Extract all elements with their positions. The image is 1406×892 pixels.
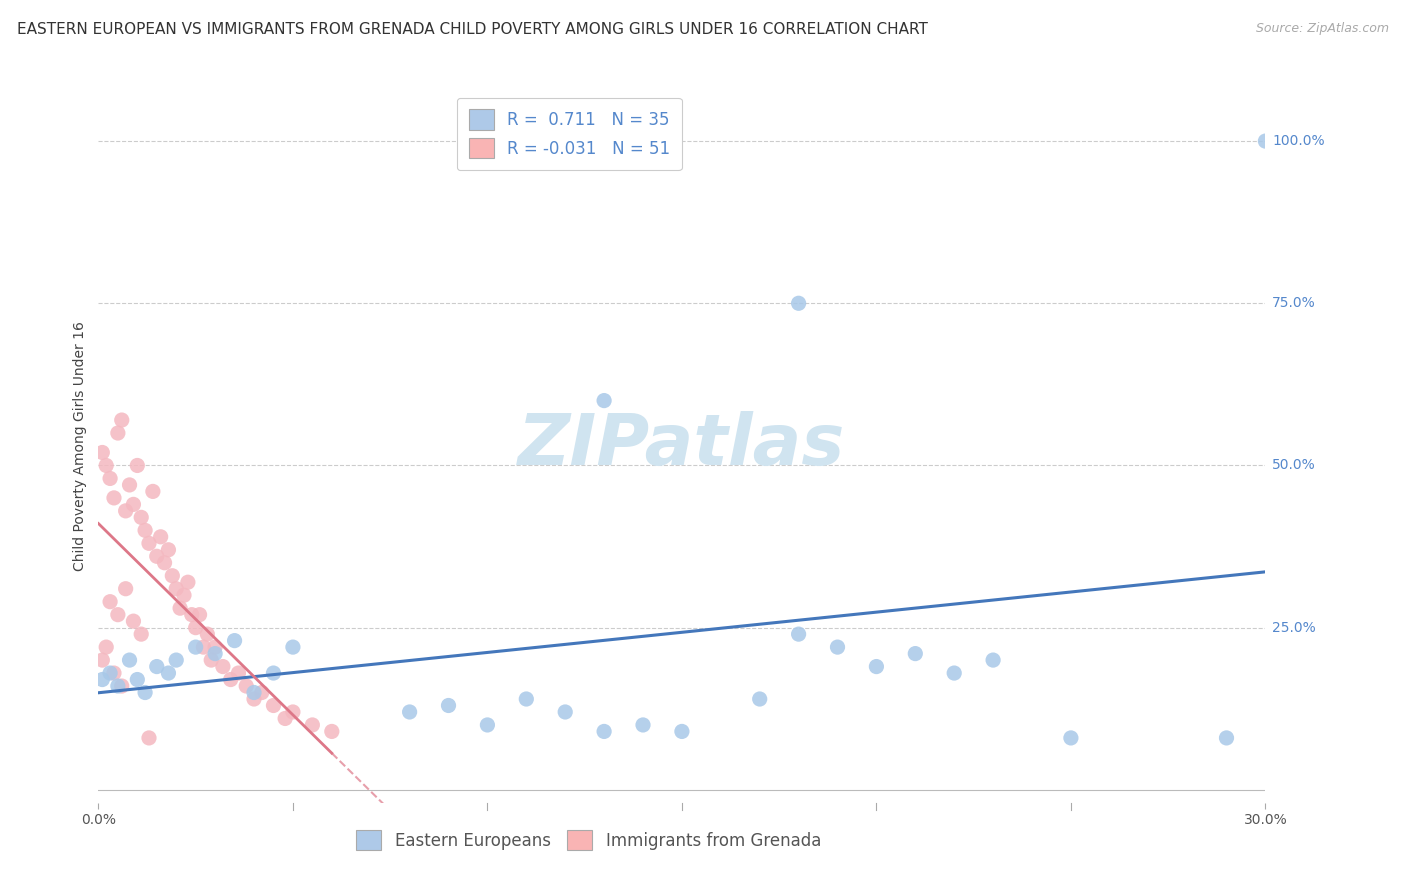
Point <box>224 633 246 648</box>
Point <box>787 627 810 641</box>
Point <box>173 588 195 602</box>
Point <box>554 705 576 719</box>
Point <box>111 413 134 427</box>
Point <box>184 621 207 635</box>
Point <box>114 582 136 596</box>
Text: ZIPatlas: ZIPatlas <box>519 411 845 481</box>
Point <box>98 666 121 681</box>
Point <box>787 296 810 310</box>
Point <box>157 542 180 557</box>
Point <box>98 595 121 609</box>
Point <box>107 679 129 693</box>
Text: 25.0%: 25.0% <box>1272 621 1316 634</box>
Point <box>129 510 152 524</box>
Point <box>165 653 187 667</box>
Point <box>91 653 114 667</box>
Point <box>219 673 242 687</box>
Text: 75.0%: 75.0% <box>1272 296 1316 310</box>
Point <box>262 698 284 713</box>
Point <box>114 504 136 518</box>
Point <box>111 679 134 693</box>
Point <box>321 724 343 739</box>
Point <box>281 705 304 719</box>
Point <box>134 685 156 699</box>
Point <box>200 653 222 667</box>
Point <box>631 718 654 732</box>
Point <box>748 692 770 706</box>
Point <box>138 536 160 550</box>
Text: Source: ZipAtlas.com: Source: ZipAtlas.com <box>1256 22 1389 36</box>
Point <box>193 640 215 654</box>
Point <box>1215 731 1237 745</box>
Point <box>243 685 266 699</box>
Point <box>118 478 141 492</box>
Point <box>129 627 152 641</box>
Point <box>671 724 693 739</box>
Point <box>146 549 169 564</box>
Point <box>169 601 191 615</box>
Y-axis label: Child Poverty Among Girls Under 16: Child Poverty Among Girls Under 16 <box>73 321 87 571</box>
Point <box>228 666 250 681</box>
Point <box>165 582 187 596</box>
Point <box>146 659 169 673</box>
Point <box>274 711 297 725</box>
Legend: Eastern Europeans, Immigrants from Grenada: Eastern Europeans, Immigrants from Grena… <box>347 822 830 859</box>
Point <box>204 640 226 654</box>
Point <box>262 666 284 681</box>
Text: 50.0%: 50.0% <box>1272 458 1316 473</box>
Point <box>122 497 145 511</box>
Point <box>180 607 202 622</box>
Point <box>195 627 218 641</box>
Point <box>398 705 420 719</box>
Point <box>96 640 118 654</box>
Point <box>865 659 887 673</box>
Point <box>162 568 184 582</box>
Point <box>91 445 114 459</box>
Point <box>122 614 145 628</box>
Point <box>98 471 121 485</box>
Point <box>301 718 323 732</box>
Text: EASTERN EUROPEAN VS IMMIGRANTS FROM GRENADA CHILD POVERTY AMONG GIRLS UNDER 16 C: EASTERN EUROPEAN VS IMMIGRANTS FROM GREN… <box>17 22 928 37</box>
Point <box>188 607 211 622</box>
Point <box>107 607 129 622</box>
Point <box>134 524 156 538</box>
Point <box>91 673 114 687</box>
Point <box>103 491 125 505</box>
Point <box>235 679 257 693</box>
Point <box>149 530 172 544</box>
Point <box>981 653 1004 667</box>
Point <box>477 718 499 732</box>
Point <box>96 458 118 473</box>
Point <box>943 666 966 681</box>
Point <box>118 653 141 667</box>
Point <box>127 673 149 687</box>
Text: 100.0%: 100.0% <box>1272 134 1324 148</box>
Point <box>243 692 266 706</box>
Point <box>1060 731 1083 745</box>
Point <box>184 640 207 654</box>
Point <box>827 640 849 654</box>
Point <box>157 666 180 681</box>
Point <box>142 484 165 499</box>
Point <box>593 393 616 408</box>
Point <box>138 731 160 745</box>
Point <box>177 575 200 590</box>
Point <box>515 692 537 706</box>
Point <box>1254 134 1277 148</box>
Point <box>593 724 616 739</box>
Point <box>153 556 176 570</box>
Point <box>281 640 304 654</box>
Point <box>204 647 226 661</box>
Point <box>250 685 273 699</box>
Point <box>212 659 235 673</box>
Point <box>904 647 927 661</box>
Point <box>437 698 460 713</box>
Point <box>127 458 149 473</box>
Point <box>103 666 125 681</box>
Point <box>107 425 129 440</box>
